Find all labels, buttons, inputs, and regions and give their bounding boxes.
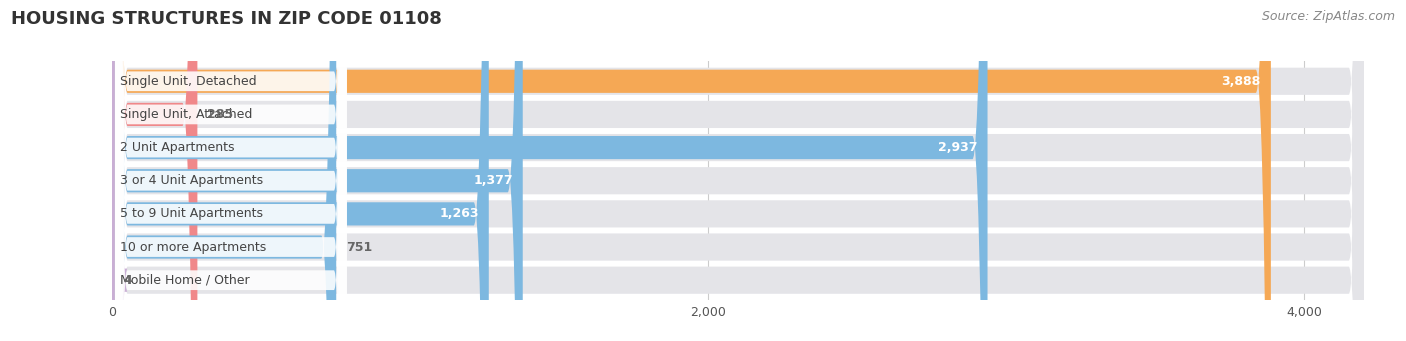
Text: 751: 751	[346, 240, 373, 254]
FancyBboxPatch shape	[115, 0, 346, 341]
FancyBboxPatch shape	[112, 0, 1364, 341]
Text: 3 or 4 Unit Apartments: 3 or 4 Unit Apartments	[120, 174, 263, 187]
FancyBboxPatch shape	[112, 0, 523, 341]
FancyBboxPatch shape	[115, 0, 346, 341]
Text: 4: 4	[124, 274, 132, 287]
FancyBboxPatch shape	[112, 0, 336, 341]
FancyBboxPatch shape	[115, 0, 346, 341]
FancyBboxPatch shape	[112, 0, 197, 341]
FancyBboxPatch shape	[115, 0, 346, 341]
Text: Source: ZipAtlas.com: Source: ZipAtlas.com	[1261, 10, 1395, 23]
Text: Mobile Home / Other: Mobile Home / Other	[120, 274, 250, 287]
FancyBboxPatch shape	[112, 0, 1364, 341]
FancyBboxPatch shape	[112, 0, 489, 341]
Text: 1,263: 1,263	[439, 207, 479, 220]
Text: Single Unit, Attached: Single Unit, Attached	[120, 108, 252, 121]
FancyBboxPatch shape	[98, 0, 128, 341]
FancyBboxPatch shape	[112, 0, 1364, 341]
Text: HOUSING STRUCTURES IN ZIP CODE 01108: HOUSING STRUCTURES IN ZIP CODE 01108	[11, 10, 441, 28]
Text: 3,888: 3,888	[1222, 75, 1261, 88]
Text: 5 to 9 Unit Apartments: 5 to 9 Unit Apartments	[120, 207, 263, 220]
FancyBboxPatch shape	[112, 0, 1271, 341]
FancyBboxPatch shape	[112, 0, 1364, 341]
Text: 10 or more Apartments: 10 or more Apartments	[120, 240, 266, 254]
FancyBboxPatch shape	[112, 0, 1364, 341]
FancyBboxPatch shape	[112, 0, 1364, 341]
Text: Single Unit, Detached: Single Unit, Detached	[120, 75, 257, 88]
Text: 1,377: 1,377	[472, 174, 513, 187]
FancyBboxPatch shape	[115, 0, 346, 341]
Text: 285: 285	[208, 108, 233, 121]
FancyBboxPatch shape	[112, 0, 987, 341]
FancyBboxPatch shape	[112, 0, 1364, 341]
FancyBboxPatch shape	[115, 0, 346, 341]
Text: 2 Unit Apartments: 2 Unit Apartments	[120, 141, 235, 154]
FancyBboxPatch shape	[115, 0, 346, 341]
Text: 2,937: 2,937	[938, 141, 977, 154]
